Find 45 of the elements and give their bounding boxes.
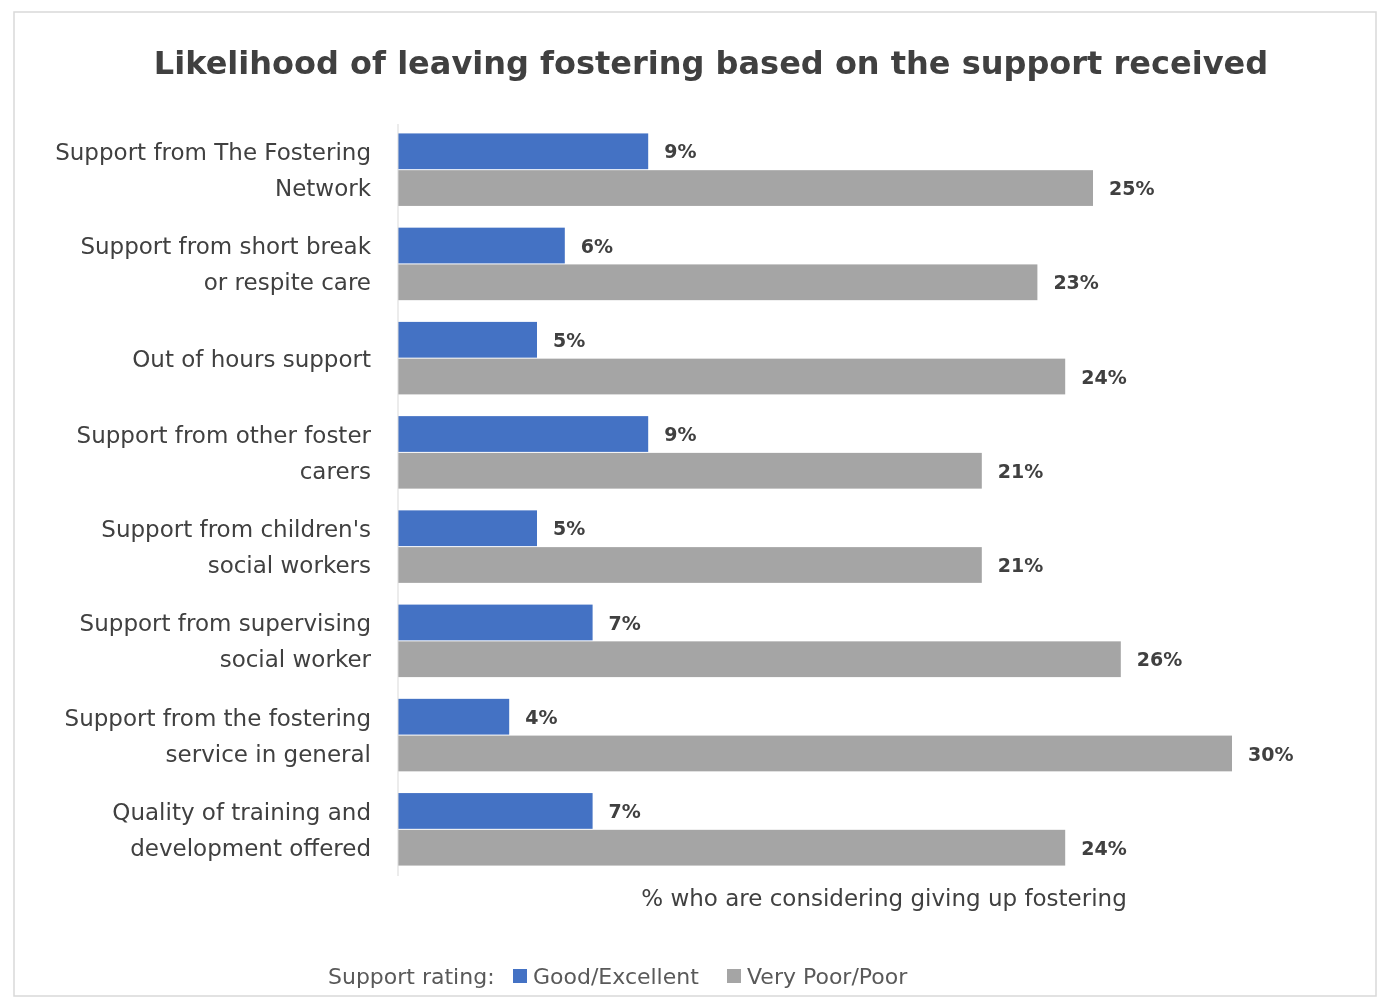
bar	[398, 358, 1066, 395]
bar	[398, 321, 537, 358]
bar	[398, 793, 593, 829]
data-label: 30%	[1248, 742, 1294, 765]
legend-title: Support rating:	[328, 963, 495, 989]
data-label: 24%	[1081, 836, 1127, 859]
bar	[398, 829, 1066, 866]
y-tick-label: Support from supervising social worker	[79, 610, 372, 673]
data-label: 9%	[664, 140, 697, 163]
bar	[398, 510, 537, 547]
y-tick-label: Support from The Fostering Network	[55, 139, 372, 202]
bar	[398, 452, 982, 489]
chart-title: Likelihood of leaving fostering based on the support received	[153, 44, 1269, 83]
y-tick-label: Quality of training and development offered	[112, 798, 371, 861]
bar	[398, 547, 982, 583]
data-label: 21%	[997, 459, 1044, 482]
data-label: 5%	[553, 517, 586, 540]
x-axis-title: % who are considering giving up fostering	[641, 885, 1127, 912]
bar	[398, 227, 565, 264]
bar	[398, 641, 1121, 678]
y-tick-label: Out of hours support	[132, 345, 371, 372]
data-label: 5%	[553, 328, 586, 351]
bar	[398, 698, 510, 735]
y-tick-label: Support from short break or respite care	[80, 233, 372, 296]
y-tick-label: Support from other foster carers	[76, 421, 372, 484]
data-label: 9%	[664, 423, 697, 446]
data-label: 6%	[580, 234, 614, 257]
bar	[398, 170, 1093, 206]
data-label: 7%	[608, 611, 641, 634]
bar	[398, 133, 649, 170]
data-label: 7%	[608, 800, 641, 823]
bar	[398, 264, 1038, 301]
data-label: 21%	[997, 554, 1044, 577]
y-tick-label: Support from children's social workers	[101, 516, 371, 579]
y-tick-label: Support from the fostering service in general	[64, 704, 371, 767]
data-label: 23%	[1053, 271, 1099, 294]
legend-label: Very Poor/Poor	[747, 963, 909, 989]
bar	[398, 416, 649, 452]
data-label: 4%	[525, 705, 558, 728]
bar	[398, 604, 593, 641]
legend-label: Good/Excellent	[533, 963, 700, 989]
data-label: 24%	[1081, 365, 1127, 388]
bar	[398, 735, 1232, 772]
data-label: 26%	[1136, 648, 1183, 671]
data-label: 25%	[1109, 177, 1155, 200]
